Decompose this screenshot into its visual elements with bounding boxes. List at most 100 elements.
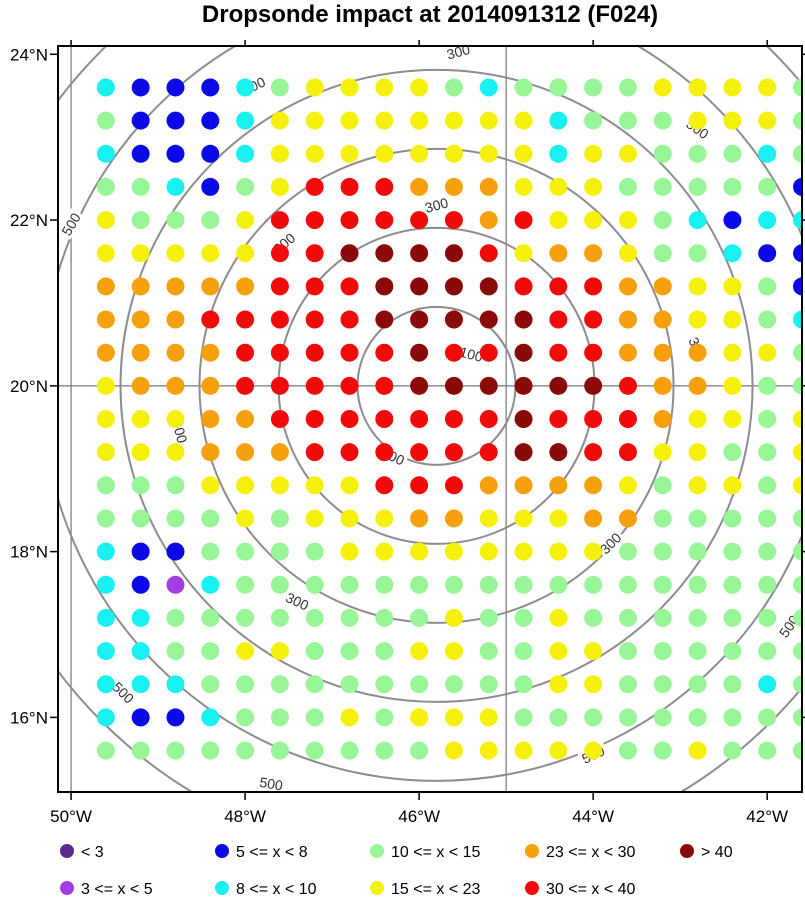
data-point xyxy=(96,244,115,263)
data-point xyxy=(270,111,289,130)
data-point xyxy=(96,542,115,561)
data-point xyxy=(375,509,394,528)
data-point xyxy=(236,575,255,594)
data-point xyxy=(758,708,777,727)
data-point xyxy=(375,575,394,594)
data-point xyxy=(723,542,742,561)
data-point xyxy=(618,476,637,495)
data-point xyxy=(201,343,220,362)
data-point xyxy=(584,708,603,727)
data-point xyxy=(410,310,429,329)
data-point xyxy=(375,443,394,462)
data-point xyxy=(514,310,533,329)
data-point xyxy=(653,144,672,163)
data-point xyxy=(340,642,359,661)
data-point xyxy=(444,443,463,462)
data-point xyxy=(514,476,533,495)
data-point xyxy=(375,476,394,495)
data-point xyxy=(305,111,324,130)
data-point xyxy=(375,177,394,196)
data-point xyxy=(584,277,603,296)
data-point xyxy=(444,542,463,561)
legend-swatch xyxy=(215,881,229,895)
data-point xyxy=(549,277,568,296)
data-point xyxy=(340,476,359,495)
legend-label: < 3 xyxy=(81,844,104,861)
data-point xyxy=(131,675,150,694)
legend-swatch xyxy=(60,844,74,858)
data-point xyxy=(340,410,359,428)
data-point xyxy=(444,741,463,760)
data-point xyxy=(375,111,394,130)
data-point xyxy=(305,177,324,196)
data-point xyxy=(758,443,777,462)
data-point xyxy=(201,111,220,130)
data-point xyxy=(514,177,533,196)
data-point xyxy=(444,111,463,130)
data-point xyxy=(514,244,533,263)
data-point xyxy=(201,443,220,462)
data-point xyxy=(410,111,429,130)
data-point xyxy=(618,708,637,727)
y-tick-label: 20°N xyxy=(10,377,48,396)
data-point xyxy=(793,343,802,362)
data-point xyxy=(236,741,255,760)
data-point xyxy=(96,343,115,362)
data-point xyxy=(723,642,742,661)
data-point xyxy=(96,376,115,395)
data-point xyxy=(305,476,324,495)
data-point xyxy=(166,443,185,462)
data-point xyxy=(201,410,220,428)
contour-label-bg xyxy=(281,588,314,614)
data-point xyxy=(236,244,255,263)
data-point xyxy=(758,741,777,760)
data-point xyxy=(166,608,185,627)
data-point xyxy=(514,608,533,627)
data-point xyxy=(305,642,324,661)
data-point xyxy=(793,509,802,528)
data-point xyxy=(618,111,637,130)
data-point xyxy=(305,310,324,329)
data-point xyxy=(201,476,220,495)
data-point xyxy=(723,111,742,130)
data-point xyxy=(549,177,568,196)
data-point xyxy=(131,509,150,528)
data-point xyxy=(584,78,603,97)
data-point xyxy=(201,509,220,528)
data-point xyxy=(514,642,533,661)
contour-label-bg xyxy=(595,527,626,559)
data-point xyxy=(758,144,777,163)
data-point xyxy=(375,244,394,263)
data-point xyxy=(96,310,115,329)
data-point xyxy=(584,310,603,329)
data-point xyxy=(584,144,603,163)
data-point xyxy=(96,443,115,462)
data-point xyxy=(96,675,115,694)
data-point xyxy=(793,476,802,495)
data-point xyxy=(549,708,568,727)
data-point xyxy=(758,642,777,661)
data-point xyxy=(270,542,289,561)
data-point xyxy=(410,642,429,661)
data-point xyxy=(723,78,742,97)
data-point xyxy=(305,211,324,230)
data-point xyxy=(758,542,777,561)
data-point xyxy=(305,277,324,296)
legend-swatch xyxy=(525,881,539,895)
data-point xyxy=(479,675,498,694)
data-point xyxy=(270,244,289,263)
data-point xyxy=(340,144,359,163)
data-point xyxy=(236,277,255,296)
contour-label-bg xyxy=(108,676,139,708)
data-point xyxy=(584,476,603,495)
data-point xyxy=(166,741,185,760)
data-point xyxy=(410,177,429,196)
data-point xyxy=(723,177,742,196)
data-point xyxy=(131,144,150,163)
data-point xyxy=(514,575,533,594)
data-point xyxy=(618,509,637,528)
data-point xyxy=(793,144,802,163)
data-point xyxy=(305,741,324,760)
axis-ticks: 50°W 48°W 46°W 44°W 42°W 16°N 18°N 20°N 22°N 24°N xyxy=(10,40,805,826)
data-point xyxy=(305,443,324,462)
